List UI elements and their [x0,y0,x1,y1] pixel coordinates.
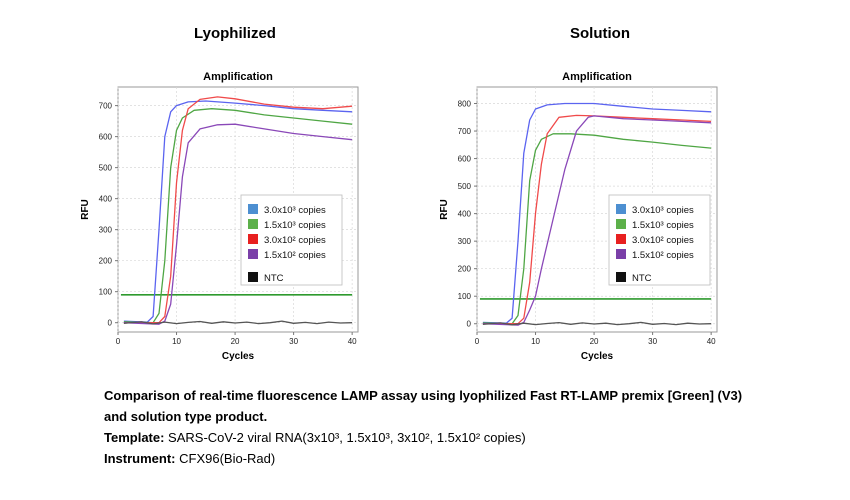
legend-swatch [616,249,626,259]
series-line-5 [482,321,712,326]
x-tick-label: 40 [707,337,716,346]
x-tick-label: 10 [172,337,181,346]
caption-template: Template: SARS-CoV-2 viral RNA(3x10³, 1.… [104,427,744,448]
x-tick-label: 10 [531,337,540,346]
y-tick-label: 800 [458,100,472,109]
y-tick-label: 100 [458,292,472,301]
chart-title: Amplification [203,71,273,83]
legend-label: 1.5x10² copies [632,250,694,261]
x-axis-label: Cycles [222,351,255,362]
lyophilized-amplification-chart: Amplification 0 100 200 300 400 500 600 700 0 10 20… [80,71,359,362]
series-line-5 [123,320,353,325]
x-tick-label: 40 [348,337,357,346]
legend-swatch [616,219,626,229]
lyophilized-title-text: Lyophilized [194,25,276,42]
y-tick-label: 400 [458,210,472,219]
y-tick-label: 400 [99,195,113,204]
template-value: SARS-CoV-2 viral RNA(3x10³, 1.5x10³, 3x1… [164,430,526,445]
series-line-4 [123,123,353,325]
legend-swatch [248,234,258,244]
y-tick-label: 500 [99,164,113,173]
y-tick-label: 300 [458,237,472,246]
y-tick-label: 500 [458,182,472,191]
series-line-3 [123,96,353,324]
series-line-4 [482,115,712,326]
y-tick-label: 700 [458,127,472,136]
y-axis-label: RFU [439,199,450,220]
y-tick-label: 0 [467,320,472,329]
legend: 3.0x10³ copies 1.5x10³ copies 3.0x10² copi… [608,194,711,286]
legend-swatch [248,219,258,229]
y-tick-label: 200 [458,265,472,274]
legend-swatch [248,249,258,259]
y-tick-label: 600 [99,133,113,142]
legend-swatch [616,204,626,214]
x-tick-label: 20 [590,337,599,346]
y-tick-label: 100 [99,288,113,297]
x-tick-label: 20 [231,337,240,346]
series-line-1 [482,102,712,324]
caption-description: Comparison of real-time fluorescence LAM… [104,388,743,424]
legend: 3.0x10³ copies 1.5x10³ copies 3.0x10² copi… [240,194,343,286]
legend-label: 3.0x10³ copies [632,205,694,216]
legend-label: 3.0x10² copies [264,235,326,246]
solution-title: Solution [570,25,630,42]
figure-caption: Comparison of real-time fluorescence LAM… [104,385,744,469]
legend-label: 1.5x10³ copies [632,220,694,231]
y-tick-label: 0 [108,319,113,328]
legend-label: 1.5x10³ copies [264,220,326,231]
legend-swatch [616,234,626,244]
legend-swatch [248,204,258,214]
legend-label: NTC [264,273,284,284]
legend-swatch [616,272,626,282]
x-tick-label: 0 [475,337,480,346]
instrument-value: CFX96(Bio-Rad) [175,451,276,466]
legend-label: 1.5x10² copies [264,250,326,261]
series-line-3 [482,114,712,325]
y-tick-label: 700 [99,102,113,111]
chart-title: Amplification [562,71,632,83]
y-tick-label: 200 [99,257,113,266]
y-axis-label: RFU [80,199,91,220]
y-tick-label: 600 [458,155,472,164]
solution-amplification-chart: Amplification 0 100 200 300 400 500 600 700 800 0 1… [439,71,718,362]
instrument-label: Instrument: [104,451,176,466]
legend-label: 3.0x10² copies [632,235,694,246]
template-label: Template: [104,430,165,445]
x-tick-label: 30 [648,337,657,346]
lyophilized-title: Lyophilized [180,25,290,42]
series-line-1 [123,100,353,323]
x-tick-label: 30 [289,337,298,346]
x-tick-label: 0 [116,337,121,346]
legend-label: NTC [632,273,652,284]
x-axis-label: Cycles [581,351,614,362]
legend-label: 3.0x10³ copies [264,205,326,216]
caption-instrument: Instrument: CFX96(Bio-Rad) [104,448,744,469]
legend-swatch [248,272,258,282]
series-line-2 [123,108,353,324]
y-tick-label: 300 [99,226,113,235]
